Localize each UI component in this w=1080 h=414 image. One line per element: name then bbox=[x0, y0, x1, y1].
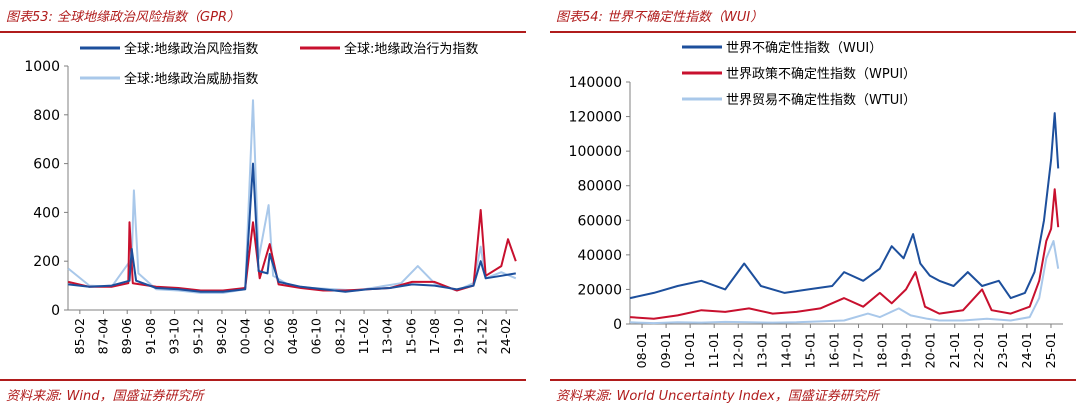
legend-label: 全球:地缘政治行为指数 bbox=[344, 41, 478, 57]
x-tick-label: 95-12 bbox=[190, 318, 205, 354]
x-tick-label: 00-04 bbox=[238, 318, 253, 354]
panel-wui: 图表54: 世界不确定性指数（WUI） 0 20000 40000 60000 8000… bbox=[550, 0, 1080, 414]
legend-label: 全球:地缘政治风险指数 bbox=[124, 41, 258, 57]
x-tick-label: 10-01 bbox=[682, 332, 697, 368]
x-tick-label: 98-02 bbox=[214, 318, 229, 354]
x-tick-label: 14-01 bbox=[778, 332, 793, 368]
x-tick-label: 17-01 bbox=[851, 332, 866, 368]
x-tick-label: 87-04 bbox=[96, 318, 111, 354]
y-tick-label: 140000 bbox=[569, 75, 622, 91]
y-tick-label: 120000 bbox=[569, 110, 622, 126]
x-tick-label: 11-02 bbox=[356, 318, 371, 354]
x-tick-label: 20-01 bbox=[923, 332, 938, 368]
x-tick-label: 85-02 bbox=[72, 318, 87, 354]
x-tick-label: 11-01 bbox=[706, 332, 721, 368]
x-tick-label: 13-04 bbox=[380, 318, 395, 354]
x-tick-label: 15-01 bbox=[802, 332, 817, 368]
y-tick-label: 40000 bbox=[577, 248, 622, 264]
y-tick-label: 0 bbox=[613, 317, 622, 333]
x-tick-label: 06-10 bbox=[309, 318, 324, 354]
x-tick-label: 24-02 bbox=[498, 318, 513, 354]
y-tick-label: 20000 bbox=[577, 282, 622, 298]
x-tick-label: 08-12 bbox=[332, 318, 347, 354]
x-tick-label: 02-06 bbox=[261, 318, 276, 354]
x-tick-label: 93-10 bbox=[167, 318, 182, 354]
x-tick-label: 19-01 bbox=[899, 332, 914, 368]
x-tick-label: 19-10 bbox=[451, 318, 466, 354]
y-tick-label: 400 bbox=[33, 205, 60, 221]
source-note: 资料来源: World Uncertainty Index，国盛证券研究所 bbox=[556, 389, 879, 404]
y-tick-label: 600 bbox=[33, 157, 60, 173]
x-tick-label: 89-06 bbox=[119, 318, 134, 354]
series-line-1 bbox=[68, 162, 516, 293]
source-note: 资料来源: Wind，国盛证券研究所 bbox=[6, 389, 204, 404]
legend-label: 世界贸易不确定性指数（WTUI） bbox=[726, 93, 916, 108]
title-rule bbox=[550, 31, 1076, 33]
series-line-2 bbox=[629, 188, 1060, 320]
x-tick-label: 04-08 bbox=[285, 318, 300, 354]
x-tick-label: 17-08 bbox=[427, 318, 442, 354]
x-tick-label: 13-01 bbox=[754, 332, 769, 368]
x-tick-label: 91-08 bbox=[143, 318, 158, 354]
panel-gpr: 图表53: 全球地缘政治风险指数（GPR） 0 200 400 600 800 1000 8… bbox=[0, 0, 530, 414]
series-line-1 bbox=[629, 112, 1060, 300]
x-tick-label: 12-01 bbox=[730, 332, 745, 368]
series-line-3 bbox=[67, 99, 517, 294]
y-tick-label: 800 bbox=[33, 108, 60, 124]
x-tick-label: 23-01 bbox=[995, 332, 1010, 368]
legend-label: 全球:地缘政治威胁指数 bbox=[124, 71, 258, 87]
x-tick-label: 18-01 bbox=[875, 332, 890, 368]
x-tick-label: 21-12 bbox=[474, 318, 489, 354]
x-tick-label: 09-01 bbox=[658, 332, 673, 368]
source-rule bbox=[0, 379, 526, 381]
x-tick-label: 08-01 bbox=[634, 332, 649, 368]
x-tick-label: 25-01 bbox=[1043, 332, 1058, 368]
y-tick-label: 100000 bbox=[569, 144, 622, 160]
legend-label: 世界政策不确定性指数（WPUI） bbox=[726, 66, 916, 82]
y-tick-label: 0 bbox=[51, 303, 60, 319]
title-rule bbox=[0, 31, 526, 33]
y-tick-label: 80000 bbox=[577, 179, 622, 195]
x-tick-label: 21-01 bbox=[947, 332, 962, 368]
figure-title: 图表54: 世界不确定性指数（WUI） bbox=[556, 10, 764, 25]
y-tick-label: 60000 bbox=[577, 213, 622, 229]
wui-chart: 0 20000 40000 60000 80000 100000 120000 140000 0… bbox=[569, 41, 1063, 368]
legend-label: 世界不确定性指数（WUI） bbox=[726, 41, 882, 56]
gpr-chart: 0 200 400 600 800 1000 85-02 87-04 89-06 91-08 93-… bbox=[24, 41, 518, 354]
figure-title: 图表53: 全球地缘政治风险指数（GPR） bbox=[6, 10, 241, 25]
x-tick-label: 15-06 bbox=[403, 318, 418, 354]
y-tick-label: 1000 bbox=[24, 59, 60, 75]
x-tick-label: 22-01 bbox=[971, 332, 986, 368]
x-tick-label: 16-01 bbox=[826, 332, 841, 368]
series-line-3 bbox=[629, 240, 1060, 325]
x-tick-label: 24-01 bbox=[1019, 332, 1034, 368]
y-tick-label: 200 bbox=[33, 254, 60, 270]
source-rule bbox=[550, 379, 1076, 381]
